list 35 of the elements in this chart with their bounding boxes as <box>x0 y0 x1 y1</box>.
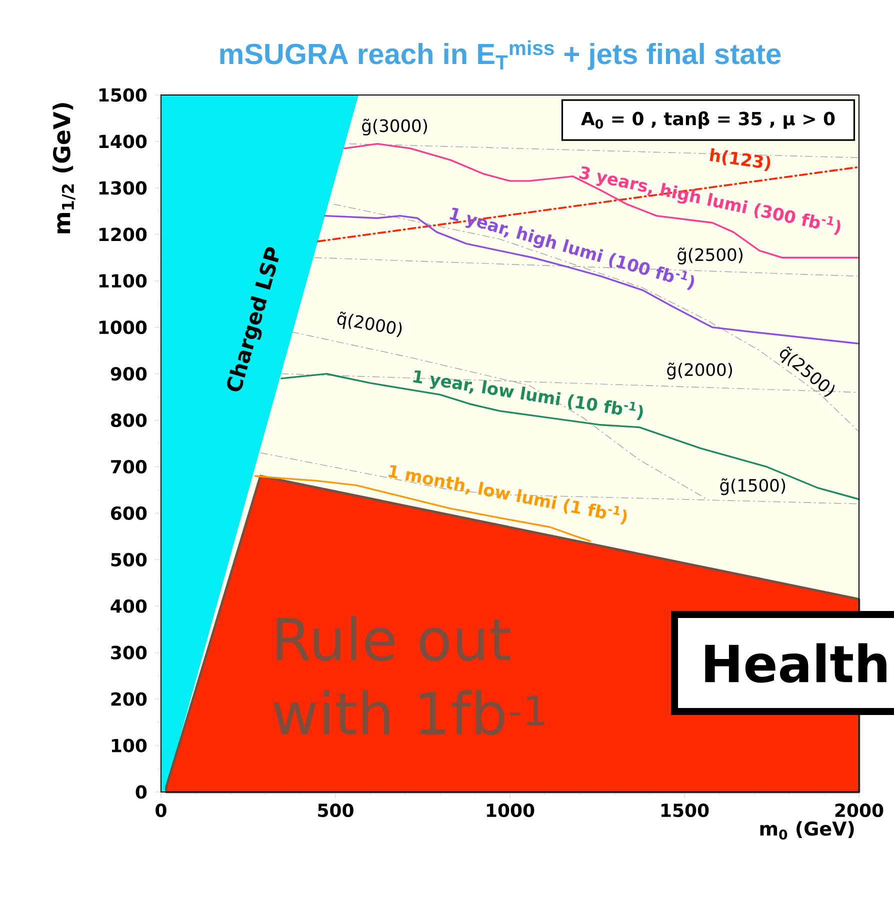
y-tick-label: 1000 <box>99 320 147 334</box>
y-tick-label: 1300 <box>99 181 147 195</box>
y-tick-label: 700 <box>111 460 147 474</box>
y-tick-label: 400 <box>110 599 147 613</box>
y-tick-label: 1500 <box>99 88 147 102</box>
x-tick-label: 1000 <box>486 804 534 818</box>
y-tick-label: 100 <box>112 738 147 752</box>
annotation: Health <box>705 643 886 683</box>
y-tick-label: 200 <box>111 692 147 706</box>
series-label: g̃(1500) <box>720 478 786 496</box>
y-tick-label: 800 <box>110 413 147 428</box>
series-label: g̃(3000) <box>362 118 428 136</box>
x-tick-label: 2000 <box>835 804 884 818</box>
x-axis-title: m$_{0}$ (GeV) <box>760 821 854 840</box>
text: 1 year, low lumi (10 fb$^{-1}$) <box>413 370 643 420</box>
text: q̃(2000) <box>337 312 402 338</box>
y-tick-label: 1100 <box>99 274 147 288</box>
text: h(123) <box>710 148 770 172</box>
y-tick-label: 1200 <box>99 228 147 242</box>
x-tick-label: 500 <box>318 804 354 818</box>
y-tick-label: 300 <box>111 646 147 660</box>
series-label: g̃(2000) <box>667 362 732 380</box>
x-tick-label: 0 <box>156 804 166 818</box>
text: 1 month, low lumi (1 fb$^{-1}$) <box>388 465 627 525</box>
y-tick-label: 1400 <box>99 134 147 148</box>
series-label: Rule out with 1fb$^{-1}$ <box>274 616 544 736</box>
y-tick-label: 600 <box>111 506 147 520</box>
annotation: A$_{0}$ = 0 , tanβ = 35 , μ > 0 <box>581 111 835 129</box>
y-axis-title: m$_{1/2}$ (GeV) <box>52 103 76 234</box>
y-tick-label: 500 <box>111 552 147 566</box>
chart-title: mSUGRA reach in E$_{T}$$^{miss}$ + jets final state <box>220 40 781 70</box>
y-tick-label: 900 <box>110 366 147 381</box>
x-tick-label: 1500 <box>661 804 709 818</box>
y-tick-label: 0 <box>136 785 147 799</box>
series-label: g̃(2500) <box>678 248 742 264</box>
